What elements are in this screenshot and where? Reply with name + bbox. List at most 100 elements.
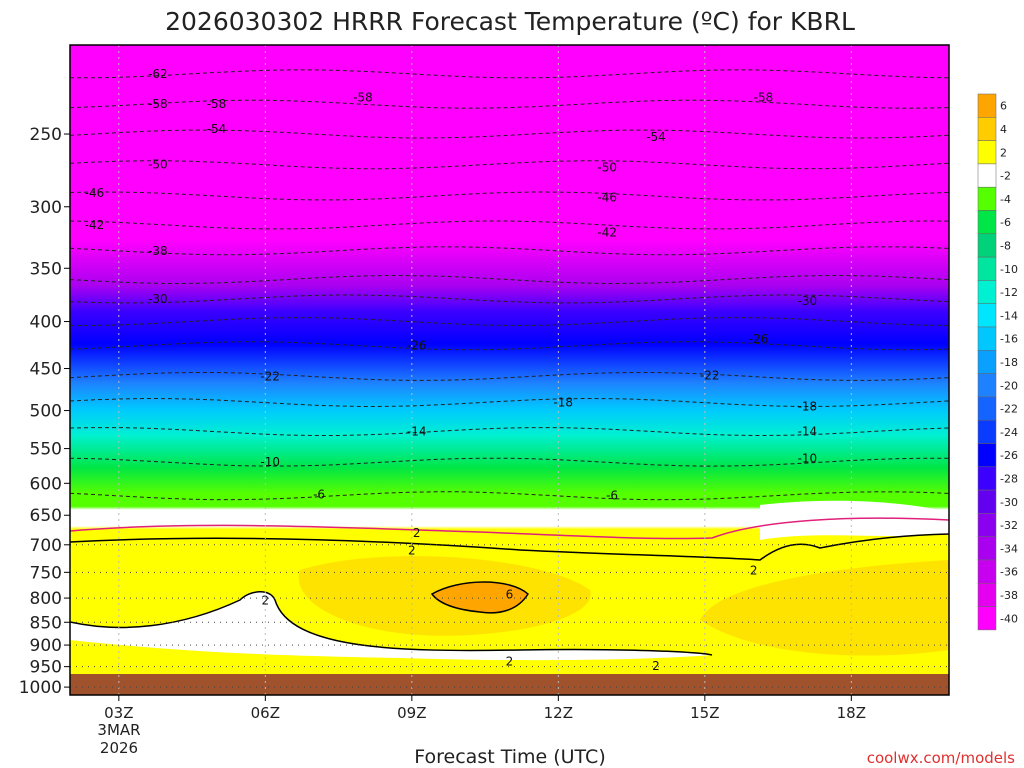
colorbar-swatch [977, 303, 997, 328]
contour-label: -14 [798, 425, 818, 439]
x-axis-title: Forecast Time (UTC) [414, 746, 605, 768]
colorbar-swatch [977, 256, 997, 281]
y-tick-label: 950 [30, 658, 62, 678]
contour-label: -42 [597, 226, 617, 240]
colorbar-label: 6 [1000, 100, 1007, 113]
x-tick-label: 18Z [837, 704, 866, 722]
colorbar-label: -4 [1000, 193, 1011, 206]
colorbar-swatch [977, 443, 997, 468]
colorbar-swatch [977, 396, 997, 421]
colorbar-swatch [977, 280, 997, 304]
x-tick-label: 03Z [104, 704, 133, 722]
colorbar-swatch [977, 163, 997, 188]
y-tick-label: 600 [30, 474, 62, 494]
contour-label: -18 [553, 396, 573, 410]
contour-label: -14 [407, 425, 427, 439]
colorbar-swatch [977, 93, 997, 118]
contour-label: -62 [148, 67, 168, 81]
colorbar-label: -6 [1000, 216, 1011, 229]
colorbar-label: -28 [1000, 472, 1018, 485]
colorbar-label: -22 [1000, 403, 1018, 416]
contour-label: -22 [260, 369, 280, 383]
colorbar-label: -8 [1000, 239, 1011, 252]
contour-label: 2 [408, 543, 416, 557]
y-tick-label: 1000 [19, 678, 62, 698]
gridlines [70, 45, 949, 695]
y-tick-label: 250 [30, 125, 62, 145]
contour-label: 2 [262, 594, 270, 608]
contour-label: 2 [506, 655, 514, 669]
y-tick-label: 350 [30, 259, 62, 279]
contour-label: 2 [413, 526, 421, 540]
y-tick-label: 550 [30, 440, 62, 460]
contour-label: -50 [597, 161, 617, 175]
contour-label: -6 [313, 487, 325, 501]
contour-label: -30 [798, 294, 818, 308]
colorbar-label: 4 [1000, 123, 1007, 136]
colorbar-label: -38 [1000, 589, 1018, 602]
contour-label: -26 [749, 332, 769, 346]
contour-label: -46 [597, 190, 617, 204]
colorbar-swatch [977, 419, 997, 444]
plot-area: -62-58 -58 -58 -58-54-54-50 -50-46 -46-42-42-… [70, 45, 949, 695]
colorbar-swatch [977, 536, 997, 561]
colorbar-swatch [977, 140, 997, 165]
freezing-line [70, 517, 949, 540]
y-tick-label: 850 [30, 613, 62, 633]
contour-label: -58 [148, 97, 168, 111]
colorbar-label: -24 [1000, 426, 1018, 439]
colorbar-label: -20 [1000, 379, 1018, 392]
colorbar-swatch [977, 350, 997, 374]
ground-below-surface [70, 674, 949, 695]
contour-label: -54 [207, 122, 227, 136]
x-axis: 03Z 06Z 09Z 12Z 15Z 18Z [104, 695, 866, 722]
contour-label: -18 [798, 400, 818, 414]
chart-title: 2026030302 HRRR Forecast Temperature (ºC… [165, 7, 855, 36]
warm-core-fill [432, 582, 528, 613]
colorbar-swatch [977, 186, 997, 211]
colorbar-swatch [977, 489, 997, 514]
contour-label: -22 [700, 369, 720, 383]
contour-label: -26 [407, 339, 427, 353]
y-tick-label: 500 [30, 402, 62, 422]
colorbar-label: -36 [1000, 566, 1018, 579]
near-freezing-fill-low [70, 591, 712, 661]
colorbar-label: -30 [1000, 496, 1018, 509]
watermark: coolwx.com/models [867, 749, 1015, 767]
colorbar-swatch [977, 233, 997, 258]
colorbar-label: -34 [1000, 542, 1018, 555]
contour-label: -58 [754, 90, 774, 104]
contour-label: -6 [606, 489, 618, 503]
colorbar-label: -18 [1000, 356, 1018, 369]
colorbar-label: -16 [1000, 333, 1018, 346]
contour-label: -58 [353, 90, 373, 104]
isotherm-6c-line [430, 581, 529, 614]
colorbar-label: -14 [1000, 309, 1018, 322]
y-tick-label: 650 [30, 506, 62, 526]
colorbar-swatch [977, 117, 997, 141]
colorbar-label: -12 [1000, 286, 1018, 299]
colorbar-label: -10 [1000, 263, 1018, 276]
colorbar-swatch [977, 466, 997, 491]
colorbar-swatch [977, 326, 997, 351]
contour-label: -10 [260, 455, 280, 469]
contour-label: -38 [148, 244, 168, 258]
contour-label: -30 [148, 292, 168, 306]
y-tick-label: 450 [30, 360, 62, 380]
colorbar-swatch [977, 559, 997, 584]
colorbar-label: -26 [1000, 449, 1018, 462]
y-tick-label: 400 [30, 313, 62, 333]
y-tick-label: 800 [30, 589, 62, 609]
colorbar-swatch [977, 373, 997, 398]
colorbar-swatch [977, 513, 997, 537]
colorbar-swatch [977, 583, 997, 607]
y-axis: 250 300 350 400 450 500 550 600 650 700 750 800 850 9… [19, 125, 70, 698]
x-date-line1: 3MAR [97, 721, 140, 739]
y-tick-label: 700 [30, 536, 62, 556]
contour-label: 6 [506, 588, 514, 602]
contour-label: -46 [85, 186, 105, 200]
colorbar-swatch [977, 210, 997, 235]
x-date-line2: 2026 [100, 739, 138, 757]
colorbar-label: -32 [1000, 519, 1018, 532]
plot-frame [69, 44, 950, 696]
